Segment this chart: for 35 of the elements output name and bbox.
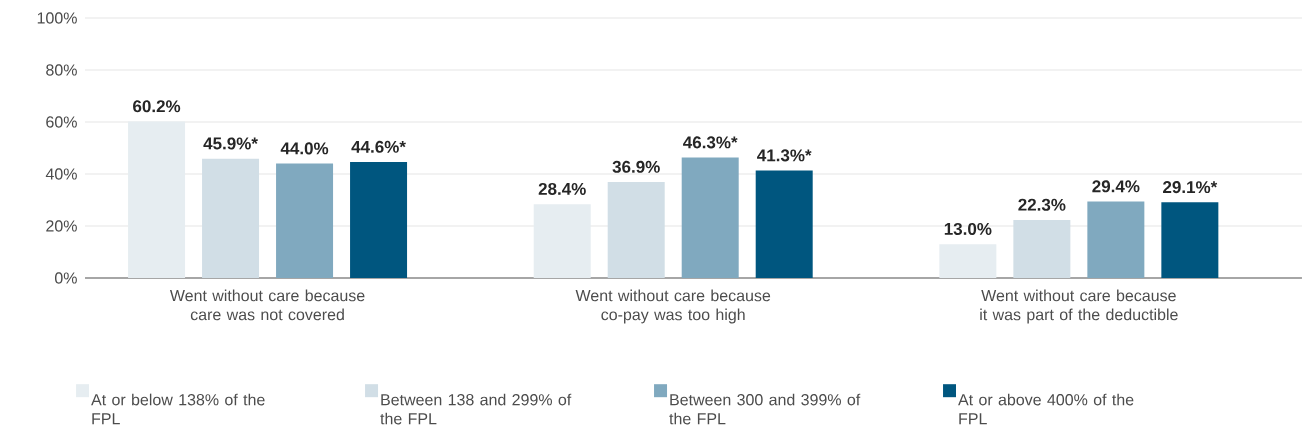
data-label: 44.0%: [280, 142, 329, 155]
bar: [1161, 202, 1219, 278]
y-tick-label: 100%: [37, 12, 77, 24]
bar: [939, 244, 997, 278]
data-label: 60.2%: [133, 100, 181, 113]
x-tick-label: Went without care because it was part of the deductible: [980, 289, 1178, 324]
legend-label: Between 138 and 299% of the FPL: [380, 393, 572, 425]
legend-label: Between 300 and 399% of the FPL: [669, 393, 861, 425]
y-tick-label: 40%: [45, 168, 77, 180]
y-tick-label: 60%: [46, 116, 77, 128]
legend-label: At or below 138% of the FPL: [91, 393, 265, 425]
x-tick-label: Went without care because co-pay was too high: [575, 289, 771, 324]
data-label: 41.3%*: [757, 149, 812, 162]
data-label: 46.3%*: [683, 136, 738, 149]
data-label: 44.6%*: [351, 140, 406, 153]
bar: [1013, 220, 1071, 278]
bar: [1087, 201, 1145, 278]
y-tick-label: 20%: [46, 220, 77, 232]
bar: [755, 170, 813, 278]
data-label: 28.4%: [538, 182, 586, 195]
bar: [202, 158, 260, 278]
bar: [350, 162, 408, 278]
y-tick-label: 80%: [46, 64, 77, 76]
bar: [681, 157, 739, 278]
x-tick-label: Went without care because care was not covered: [169, 289, 365, 321]
data-label: 29.1%*: [1163, 181, 1218, 194]
data-label: 22.3%: [1018, 198, 1066, 211]
data-label: 45.9%*: [203, 137, 258, 150]
data-label: 29.4%: [1092, 180, 1140, 193]
y-tick-label: 0%: [54, 272, 77, 284]
data-label: 36.9%: [612, 160, 660, 173]
bar: [607, 182, 665, 278]
bar: [276, 163, 334, 278]
legend-label: At or above 400% of the FPL: [958, 393, 1134, 425]
data-label: 13.0%: [944, 222, 992, 235]
